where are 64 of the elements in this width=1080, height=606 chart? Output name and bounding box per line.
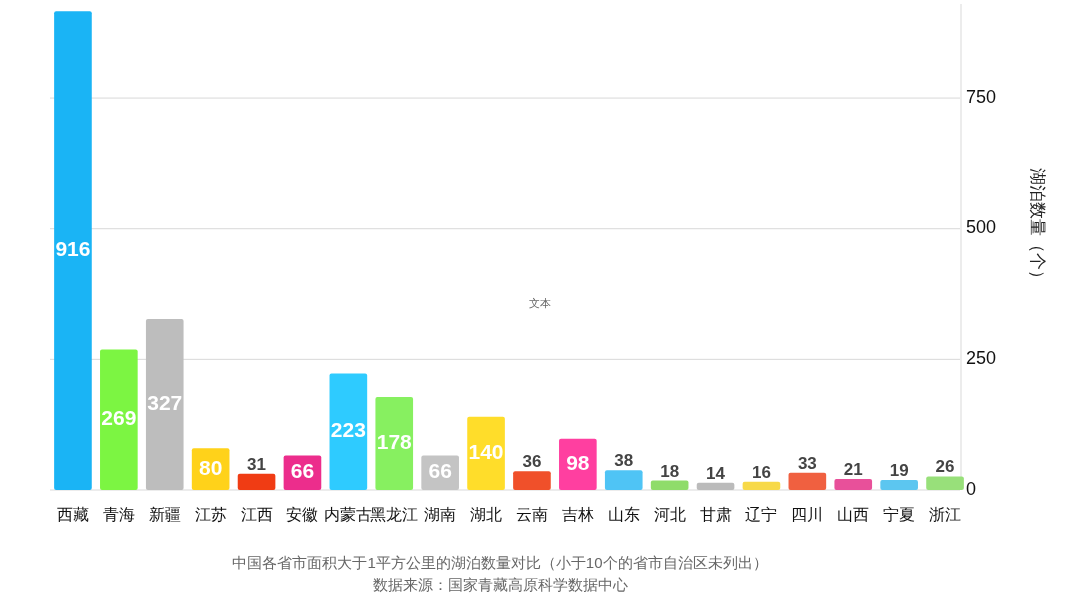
bar [237,473,276,490]
data-label: 31 [247,454,266,474]
x-tick-label: 安徽 [286,506,319,523]
x-tick-label: 山西 [837,506,870,523]
bar [834,479,873,490]
text: 中国各省市面积大于1平方公里的湖泊数量对比（小于10个的省市自治区未列出） [232,554,768,571]
bar [788,472,827,490]
x-tick-label: 青海 [102,506,135,523]
data-label: 19 [889,461,909,481]
data-label: 223 [330,418,366,442]
y-tick-label: 250 [966,348,997,369]
bar [650,480,689,490]
bar [604,470,643,490]
data-label: 36 [522,452,542,472]
data-label: 269 [101,406,137,430]
y-tick-label: 500 [966,217,997,238]
x-tick-label: 西藏 [56,506,89,523]
x-tick-label: 浙江 [929,506,962,523]
data-label: 14 [706,463,725,483]
x-tick-label: 吉林 [561,506,594,523]
data-label: 178 [376,430,412,454]
x-tick-label: 山东 [607,506,640,523]
x-tick-label: 宁夏 [883,506,916,523]
x-tick-label: 湖北 [470,506,503,523]
data-label: 26 [935,457,955,477]
x-tick-label: 黑龙江 [370,506,419,523]
data-label: 80 [198,455,223,479]
x-tick-label: 江苏 [194,506,227,523]
bar [880,480,918,490]
bar [54,11,92,490]
source-note: 数据来源：国家青藏高原科学数据中心 [372,576,628,593]
data-label: 16 [752,462,771,482]
data-label: 33 [797,453,817,473]
data-label: 66 [428,459,452,483]
y-tick-label: 0 [966,478,977,499]
x-tick-label: 湖南 [424,506,457,523]
data-label: 140 [468,439,504,463]
bar [329,373,368,490]
x-tick-label: 云南 [515,506,548,523]
x-tick-label: 江西 [240,506,273,523]
x-tick-label: 辽宁 [745,506,778,523]
y-tick-label: 750 [966,86,997,107]
y-axis-title: 湖泊数量（个） [1027,167,1047,287]
data-label: 327 [147,391,183,415]
data-label: 21 [843,460,863,480]
bar [145,319,184,490]
data-label: 18 [660,461,680,481]
bar [696,482,735,490]
bar [513,471,551,490]
x-tick-label: 新疆 [148,506,181,523]
x-tick-label: 内蒙古 [324,506,373,523]
data-label: 916 [55,237,91,261]
x-tick-label: 四川 [791,506,824,523]
bar [467,416,505,490]
bar [742,481,781,490]
x-tick-label: 甘肃 [699,506,732,523]
bar [926,476,964,490]
bar [100,349,138,490]
bar [375,396,414,490]
data-label: 38 [614,451,634,471]
x-tick-label: 河北 [653,506,686,523]
annotation: 文本 [529,297,551,309]
data-label: 98 [566,450,590,474]
data-label: 66 [290,459,315,483]
